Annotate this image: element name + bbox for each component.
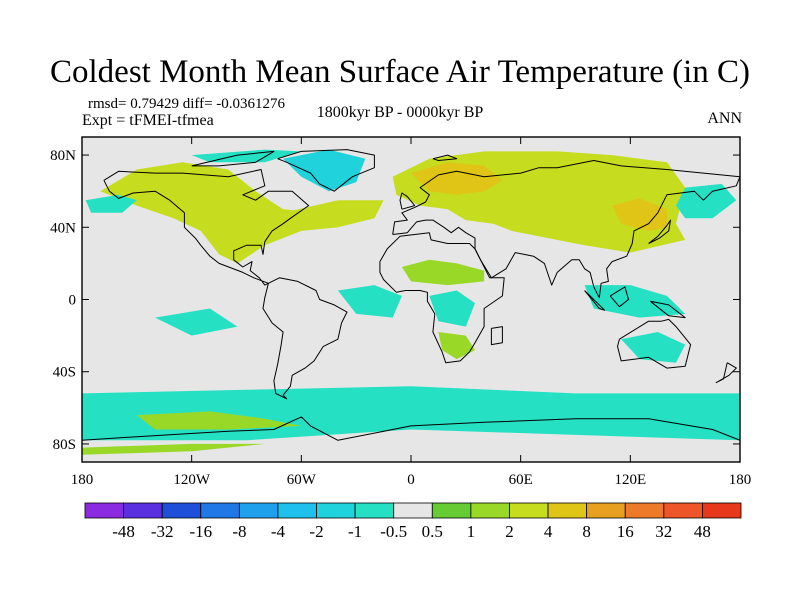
y-tick-label: 40N — [50, 220, 76, 236]
coastline-south-america — [262, 277, 348, 400]
x-tick-label: 180 — [729, 472, 752, 488]
colorbar-label: -16 — [189, 522, 212, 541]
anomaly-north-america-anomaly — [100, 162, 338, 264]
anomaly-fields — [82, 149, 740, 455]
colorbar-swatch — [200, 502, 240, 519]
coastline-eurasia — [392, 160, 740, 299]
coastline-canadian-archipelago — [191, 150, 275, 167]
colorbar-swatch — [393, 502, 433, 519]
anomaly-east-asia-warm — [612, 198, 667, 231]
colorbar-swatch — [123, 502, 163, 519]
x-tick-label: 120E — [614, 472, 646, 488]
colorbar-label: 48 — [694, 522, 711, 541]
plot-title: Coldest Month Mean Surface Air Temperatu… — [50, 54, 750, 90]
coastline-japan — [648, 219, 671, 244]
x-tick-label: 60E — [509, 472, 533, 488]
colorbar-swatch — [277, 502, 317, 519]
anomaly-antarctic-warm — [82, 443, 265, 455]
colorbar-swatch — [702, 502, 742, 519]
colorbar-label: -0.5 — [380, 522, 407, 541]
coastline-new-guinea — [650, 300, 686, 319]
coastlines — [82, 149, 740, 441]
colorbar-label: 32 — [655, 522, 672, 541]
colorbar-swatch — [316, 502, 356, 519]
colorbar-label: -8 — [232, 522, 246, 541]
colorbar-swatch — [586, 502, 626, 519]
y-tick-label: 40S — [53, 365, 76, 381]
anomaly-southern-africa-warm — [438, 332, 475, 360]
colorbar-swatch — [624, 502, 665, 519]
colorbar-swatch — [431, 502, 472, 519]
colorbar-swatch — [663, 502, 703, 519]
colorbar-label: 4 — [544, 522, 553, 541]
x-tick-label: 0 — [407, 472, 415, 488]
colorbar-label: 0.5 — [422, 522, 443, 541]
coastline-british-isles — [399, 192, 416, 210]
coastline-antarctica — [82, 416, 740, 441]
colorbar-swatch — [238, 502, 279, 519]
y-tick-label: 0 — [69, 293, 77, 309]
colorbar-swatch — [161, 502, 202, 519]
colorbar-swatch — [470, 502, 510, 519]
colorbar-swatch — [84, 502, 124, 519]
colorbar: -48 -32 -16 -8 -4 -2 -1 -0.5 0.5 1 2 4 8 16 32 48 — [84, 502, 742, 541]
period-text: 1800kyr BP - 0000kyr BP — [316, 104, 484, 121]
colorbar-label: -4 — [271, 522, 286, 541]
colorbar-label: 1 — [467, 522, 476, 541]
x-tick-label: 120W — [173, 472, 211, 488]
x-tick-label: 180 — [71, 472, 94, 488]
colorbar-swatch — [354, 502, 395, 519]
y-tick-label: 80S — [53, 437, 76, 453]
anomaly-nw-pacific-cool — [676, 183, 737, 219]
colorbar-label: -32 — [151, 522, 174, 541]
coastline-north-america — [103, 169, 310, 286]
coastline-sumatra — [584, 290, 606, 311]
anomaly-equatorial-atlantic-cool — [337, 285, 402, 318]
anomaly-south-pacific-cool — [155, 308, 238, 336]
colorbar-swatch — [509, 502, 549, 519]
anomaly-north-atlantic-anomaly — [283, 200, 384, 231]
anomaly-ne-pacific-cool — [85, 194, 137, 213]
colorbar-label: 2 — [505, 522, 514, 541]
anomaly-north-africa-anomaly — [401, 259, 485, 286]
coastline-australia — [617, 318, 692, 369]
anomaly-australia-cool — [621, 332, 686, 363]
anomaly-central-africa-cool — [429, 290, 475, 327]
coastline-madagascar — [490, 326, 503, 346]
coastline-greenland — [277, 149, 375, 192]
colorbar-label: 8 — [582, 522, 591, 541]
experiment-text: Expt = tFMEI-tfmea — [82, 112, 214, 129]
colorbar-label: -48 — [112, 522, 135, 541]
y-tick-label: 80N — [50, 148, 76, 164]
colorbar-label: 16 — [617, 522, 634, 541]
anomaly-europe-warm — [411, 162, 503, 195]
anomaly-greenland-cool — [283, 149, 366, 192]
coastline-svalbard — [432, 154, 458, 161]
colorbar-label: -1 — [348, 522, 362, 541]
anomaly-southern-ocean-warm — [136, 411, 302, 430]
y-axis: 80N 40N 0 40S 80S — [50, 148, 740, 453]
rmsd-diff-text: rmsd= 0.79429 diff= -0.0361276 — [88, 96, 286, 112]
coastline-borneo — [609, 286, 629, 308]
season-text: ANN — [707, 110, 742, 127]
x-tick-label: 60W — [287, 472, 317, 488]
coastline-africa — [379, 232, 505, 364]
colorbar-label: -2 — [309, 522, 323, 541]
colorbar-swatch — [547, 502, 588, 519]
x-axis: 180 120W 60W 0 60E 120E 180 — [71, 137, 752, 488]
coastline-new-zealand — [715, 362, 737, 384]
